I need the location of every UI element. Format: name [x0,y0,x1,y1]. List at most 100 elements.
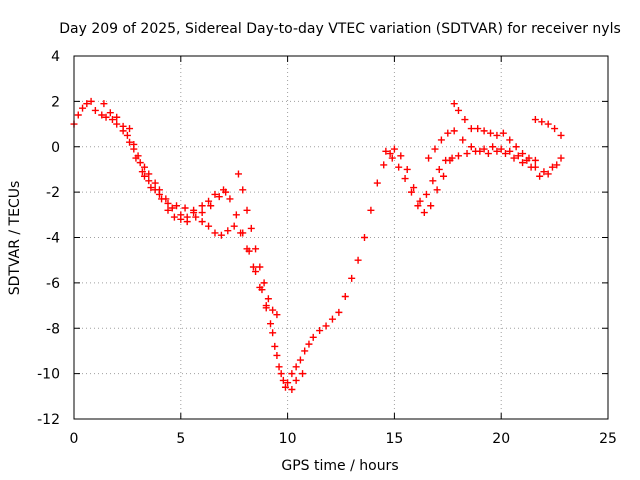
data-point [301,347,309,355]
data-point [553,161,561,169]
data-point [192,213,200,221]
data-point [476,147,484,155]
data-point [256,263,264,271]
data-point [198,209,206,217]
data-point [322,322,330,330]
data-point [74,111,82,119]
data-point [519,159,527,167]
y-tick-label: 4 [51,49,60,65]
x-tick-label: 5 [176,431,185,447]
data-point [416,197,424,205]
data-point [480,127,488,135]
data-point [299,370,307,378]
data-point [87,97,95,105]
data-point [341,292,349,300]
data-point [123,131,131,139]
data-point [164,206,172,214]
data-point [427,202,435,210]
data-point [459,136,467,144]
data-point [531,156,539,164]
data-point [132,154,140,162]
data-point [467,125,475,133]
data-point [422,190,430,198]
data-point [113,120,121,128]
data-point [348,274,356,282]
data-point [155,190,163,198]
data-point [138,168,146,176]
data-point [205,222,213,230]
data-point [309,333,317,341]
data-point [239,186,247,194]
data-point [544,170,552,178]
data-point [382,147,390,155]
data-point [130,140,138,148]
data-point [126,138,134,146]
data-point [454,106,462,114]
data-point [431,145,439,153]
data-point [198,202,206,210]
data-point [480,145,488,153]
data-point [145,170,153,178]
data-point [183,218,191,226]
data-point [252,268,260,276]
data-point [83,100,91,108]
y-tick-label: -2 [46,185,60,201]
data-point [247,224,255,232]
data-point [119,122,127,130]
data-point [367,206,375,214]
data-point [395,163,403,171]
data-point [499,129,507,137]
data-point [292,363,300,371]
data-point [386,150,394,158]
data-point [252,245,260,253]
data-point [440,172,448,180]
data-point [401,175,409,183]
data-point [273,311,281,319]
data-point [354,256,362,264]
data-point [198,218,206,226]
data-point [467,143,475,151]
data-point [433,186,441,194]
data-point [140,163,148,171]
y-tick-label: -8 [46,321,60,337]
data-point [168,204,176,212]
data-point [98,111,106,119]
x-tick-label: 15 [385,431,403,447]
data-point [493,147,501,155]
data-point [279,376,287,384]
data-point [484,150,492,158]
data-point [403,165,411,173]
x-tick-label: 0 [70,431,79,447]
data-point [531,116,539,124]
data-point [497,145,505,153]
data-point [277,370,285,378]
x-tick-label: 10 [279,431,297,447]
x-tick-label: 25 [599,431,617,447]
data-point [446,156,454,164]
data-point [91,106,99,114]
data-point [173,202,181,210]
data-point [288,370,296,378]
data-point [557,154,565,162]
data-point [435,165,443,173]
data-point [538,118,546,126]
data-point [237,229,245,237]
data-point [512,143,520,151]
data-point [222,188,230,196]
data-point [190,206,198,214]
data-point [510,154,518,162]
y-tick-label: -6 [46,276,60,292]
data-point [527,163,535,171]
data-point [328,315,336,323]
data-point [205,197,213,205]
data-point [207,202,215,210]
plot-frame [73,55,609,420]
data-point [211,190,219,198]
data-point [548,163,556,171]
data-point [226,195,234,203]
data-point [489,143,497,151]
data-point [269,306,277,314]
data-point [536,172,544,180]
data-point [264,295,272,303]
